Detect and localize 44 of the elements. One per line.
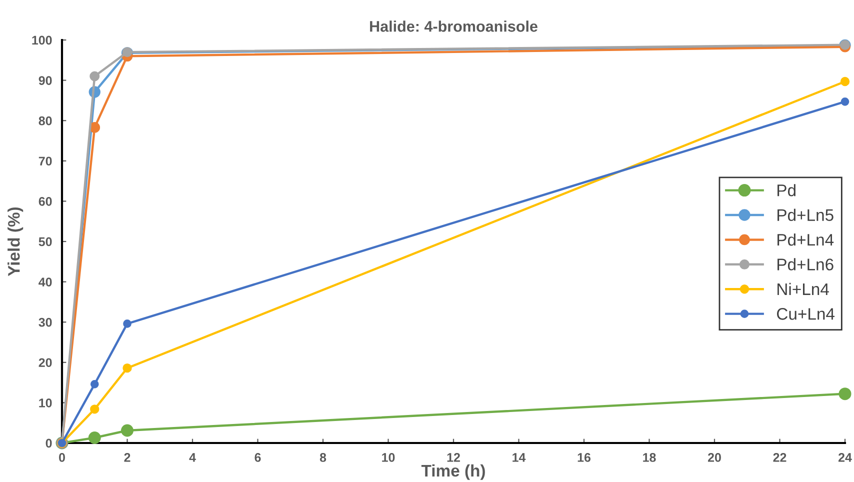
y-tick-label: 0	[46, 438, 52, 448]
legend-label: Cu+Ln4	[777, 308, 835, 320]
y-tick-label: 40	[38, 278, 52, 286]
x-tick-label: 20	[708, 453, 721, 462]
y-tick-label: 100	[32, 36, 52, 45]
point	[123, 320, 132, 328]
x-tick-label: 0	[59, 453, 65, 462]
y-tick-label: 20	[38, 358, 52, 368]
x-tick-label: 4	[189, 453, 196, 462]
point	[90, 71, 100, 82]
x-tick-label: 6	[254, 453, 261, 462]
point	[88, 432, 101, 444]
point	[90, 380, 99, 388]
point	[89, 122, 100, 133]
y-tick-label: 60	[38, 197, 52, 206]
y-tick-label: 30	[38, 318, 52, 327]
legend-label: Pd+Ln6	[778, 258, 834, 270]
legend-label: Ni+Ln4	[778, 282, 829, 295]
point	[90, 404, 100, 414]
point	[122, 363, 132, 373]
chart-title: Halide: 4-bromoanisole	[370, 20, 538, 32]
y-tick-label: 10	[39, 398, 52, 408]
x-tick-label: 8	[320, 453, 326, 462]
y-tick-label: 70	[38, 156, 52, 166]
y-tick-label: 50	[38, 237, 52, 246]
y-tick-label: 80	[38, 116, 52, 126]
y-axis-title: Yield (%)	[8, 207, 24, 276]
legend-label: Pd+Ln4	[778, 233, 834, 246]
legend-label: Pd+Ln5	[778, 208, 834, 222]
x-tick-label: 14	[512, 453, 526, 462]
x-tick-label: 10	[382, 453, 395, 462]
x-tick-label: 22	[773, 453, 786, 462]
point	[838, 388, 852, 400]
x-tick-label: 12	[447, 453, 460, 462]
x-tick-label: 18	[643, 453, 656, 462]
legend-label: Pd	[778, 184, 796, 196]
y-tick-label: 90	[38, 76, 52, 85]
x-tick-label: 16	[578, 453, 590, 462]
x-tick-label: 2	[124, 453, 130, 462]
point	[121, 424, 134, 437]
point	[840, 97, 850, 106]
x-tick-label: 24	[838, 453, 852, 462]
x-axis-title: Time (h)	[421, 464, 485, 480]
point	[840, 76, 850, 86]
